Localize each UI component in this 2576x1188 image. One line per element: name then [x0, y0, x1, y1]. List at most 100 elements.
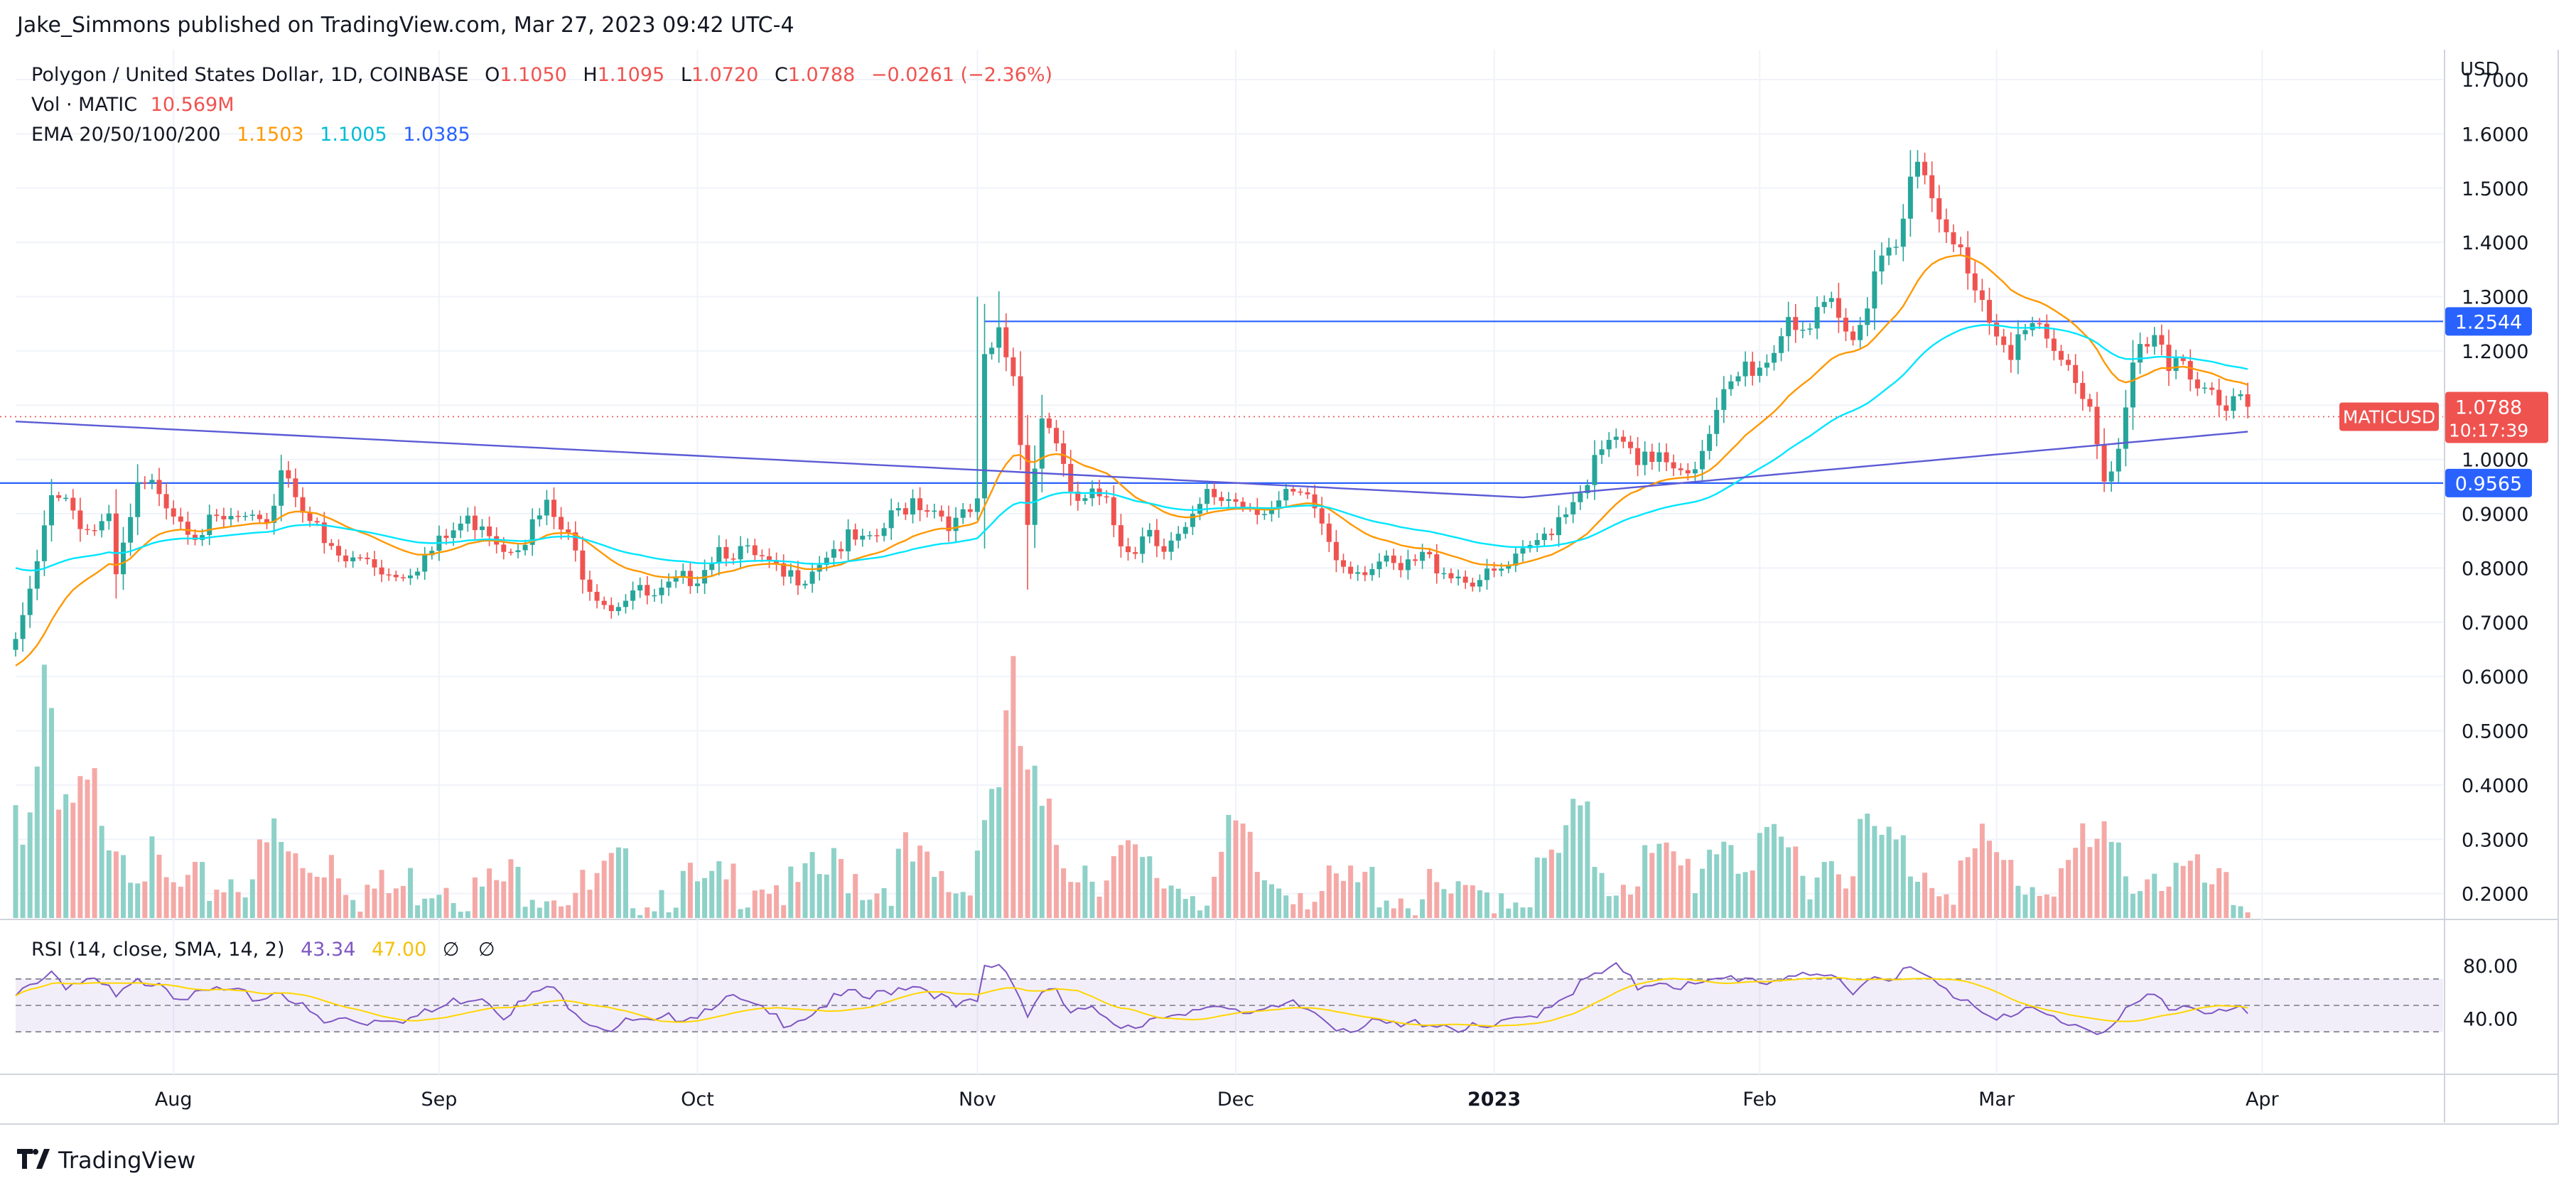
candle-body: [1082, 498, 1088, 501]
time-tick-label: 2023: [1467, 1089, 1521, 1111]
volume-bar: [1369, 867, 1375, 918]
candle-body: [1355, 572, 1361, 574]
legend-h: 1.1095: [598, 64, 664, 86]
tradingview-logo[interactable]: TradingView: [17, 1147, 195, 1174]
volume-bar: [1556, 853, 1561, 918]
candle-body: [1951, 232, 1956, 244]
volume-bar: [1656, 843, 1662, 918]
volume-bar: [2159, 891, 2165, 918]
candle-body: [1821, 301, 1827, 308]
candle-body: [1039, 418, 1045, 469]
candle-body: [142, 482, 148, 484]
candle-body: [156, 480, 162, 495]
candle-body: [465, 515, 470, 524]
volume-bar: [1312, 902, 1317, 918]
candle-body: [802, 583, 808, 585]
volume-bar: [49, 708, 54, 918]
volume-bar: [1642, 845, 1648, 918]
volume-bar: [809, 852, 815, 918]
volume-bar: [436, 895, 442, 918]
volume-bar: [193, 862, 198, 918]
volume-bar: [1793, 846, 1799, 918]
legend-title[interactable]: Polygon / United States Dollar, 1D, COIN…: [31, 64, 1052, 86]
time-tick-label: Dec: [1217, 1089, 1254, 1111]
time-tick-label: Aug: [155, 1089, 193, 1111]
candle-body: [2001, 336, 2007, 345]
candle-body: [960, 509, 966, 518]
volume-bar: [1742, 872, 1748, 918]
volume-bar: [946, 892, 952, 918]
volume-bar: [529, 900, 535, 918]
candle-body: [1578, 493, 1583, 502]
volume-bar: [652, 911, 657, 918]
legend-volume[interactable]: Vol · MATIC 10.569M: [31, 94, 235, 116]
candle-body: [1721, 389, 1727, 410]
candle-body: [113, 513, 119, 575]
level-badge: [2445, 468, 2532, 497]
volume-bar: [1872, 826, 1877, 918]
volume-bar: [221, 892, 227, 918]
candle-body: [1764, 362, 1769, 368]
volume-bar: [673, 907, 679, 918]
candle-body: [1269, 508, 1274, 514]
candle-body: [279, 470, 284, 506]
candle-body: [1233, 499, 1239, 502]
candle-body: [257, 514, 262, 519]
candle-body: [1541, 534, 1547, 541]
candle-body: [328, 543, 334, 546]
time-tick-label: Feb: [1742, 1089, 1777, 1111]
volume-bar: [537, 907, 542, 918]
candle-body: [1807, 328, 1813, 330]
volume-bar: [2044, 894, 2049, 918]
volume-bar: [1944, 894, 1949, 918]
candle-body: [41, 525, 47, 561]
candle-body: [2209, 387, 2215, 390]
candle-body: [1212, 489, 1217, 497]
volume-bar: [1003, 710, 1009, 918]
candle-body: [1126, 546, 1131, 553]
candle-body: [1133, 552, 1138, 554]
volume-bar: [925, 851, 930, 918]
candle-body: [1513, 554, 1519, 566]
volume-bar: [580, 870, 586, 918]
volume-bar: [1721, 841, 1727, 918]
candle-body: [2231, 396, 2236, 411]
candle-body: [1642, 451, 1648, 465]
candle-body: [902, 508, 908, 515]
volume-bar: [1348, 865, 1354, 918]
volume-bar: [1671, 851, 1676, 918]
volume-bar: [1592, 867, 1597, 918]
candle-body: [2022, 330, 2028, 335]
candle-body: [1865, 308, 1870, 325]
volume-bar: [1182, 899, 1188, 918]
volume-bar: [1900, 835, 1906, 918]
volume-bar: [1384, 900, 1389, 918]
volume-bar: [149, 836, 155, 918]
volume-bar: [41, 664, 47, 918]
price-tick-label: 0.8000: [2462, 558, 2528, 580]
candle-body: [336, 546, 341, 556]
legend-ema[interactable]: EMA 20/50/100/200 1.1503 1.1005 1.0385: [31, 124, 470, 146]
volume-bar: [1197, 910, 1202, 918]
volume-bar: [99, 826, 104, 918]
volume-bar: [422, 898, 428, 918]
time-tick-label: Oct: [681, 1089, 714, 1111]
volume-bar: [257, 839, 262, 918]
volume-bar: [2037, 895, 2042, 918]
volume-bar: [163, 877, 169, 918]
ema-lines: [15, 254, 2248, 666]
volume-bar: [1319, 891, 1325, 918]
candle-body: [1628, 441, 1633, 448]
volume-bar: [70, 802, 76, 918]
candle-body: [128, 517, 134, 543]
candle-body: [2224, 405, 2229, 411]
volume-bar: [1018, 745, 1023, 918]
volume-bar: [121, 855, 126, 918]
rsi-legend[interactable]: RSI (14, close, SMA, 14, 2) 43.34 47.00 …: [31, 939, 495, 961]
candle-body: [1384, 555, 1389, 562]
ema20-line: [15, 254, 2248, 666]
volume-bar: [1700, 868, 1705, 918]
candle-body: [716, 546, 722, 564]
volume-bar: [106, 850, 112, 918]
volume-bar: [465, 911, 470, 918]
